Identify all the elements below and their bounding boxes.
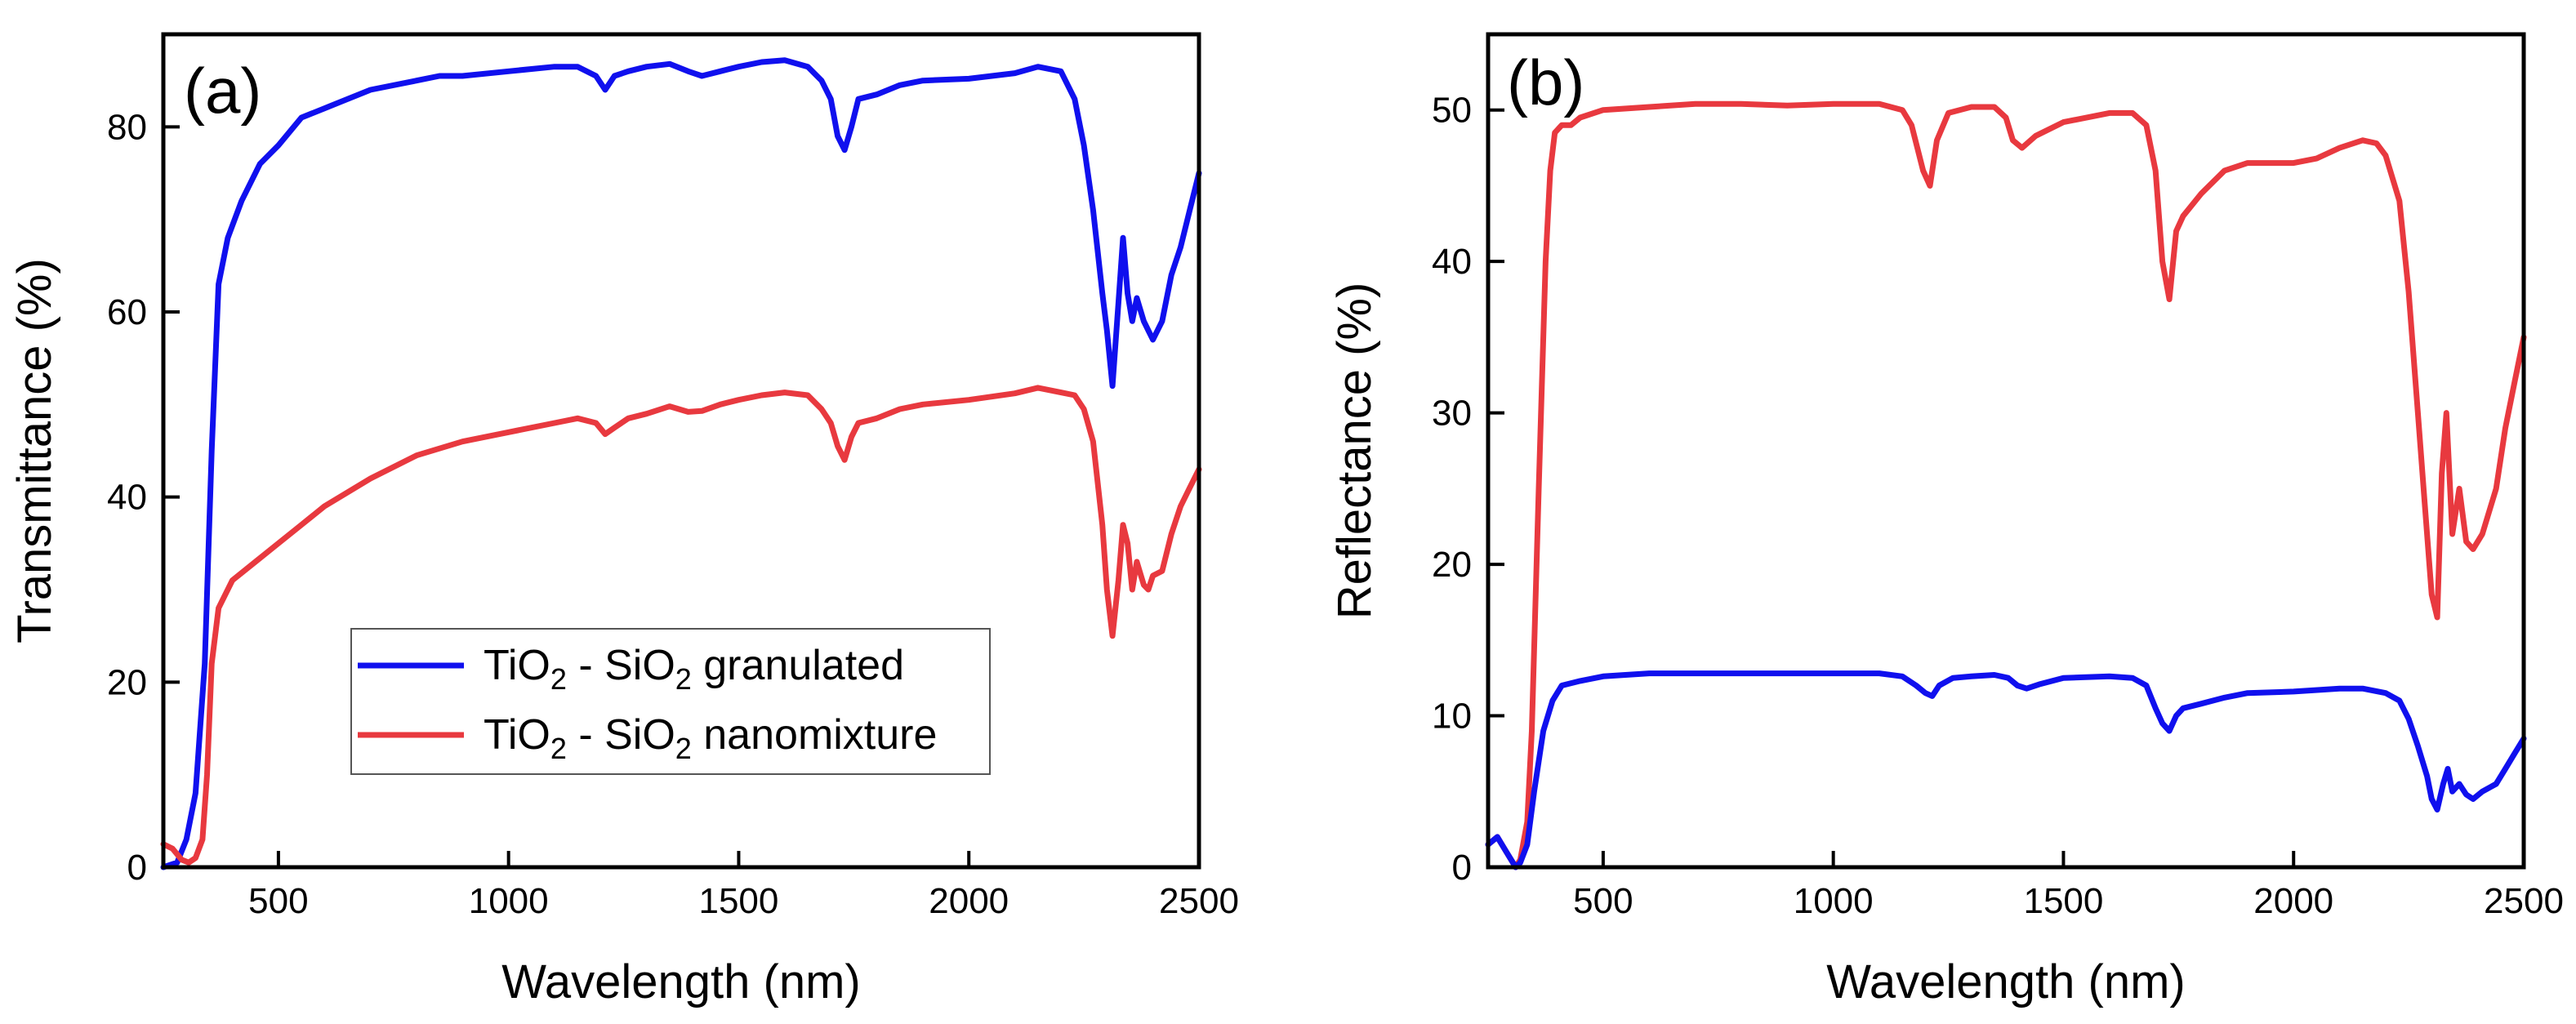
panel-a-series-line-1	[160, 385, 1202, 866]
panel-a-x-tick-label: 500	[248, 881, 308, 921]
panel-b-y-tick-label: 20	[1432, 545, 1472, 585]
panel-a-x-tick-label: 1000	[469, 881, 549, 921]
panel-b-x-tick-label: 1500	[2023, 881, 2103, 921]
panel-b-x-axis-title: Wavelength (nm)	[1826, 955, 2185, 1008]
panel-b-x-tick-label: 500	[1573, 881, 1633, 921]
panel-a-y-tick-label: 60	[107, 292, 147, 332]
panel-a-y-tick-label: 0	[127, 848, 147, 888]
panel-b-x-tick-label: 2500	[2484, 881, 2564, 921]
legend: TiO2 - SiO2 granulated TiO2 - SiO2 nanom…	[350, 628, 991, 775]
panel-b-y-tick-label: 30	[1432, 394, 1472, 434]
panel-b-y-tick-label: 40	[1432, 242, 1472, 282]
panel-a-x-tick-label: 2500	[1159, 881, 1239, 921]
panel-b-y-tick-label: 10	[1432, 697, 1472, 737]
panel-a-ticks: 500 1000 1500 2000 2500 0 20 40 60 80	[107, 107, 1239, 921]
panel-b-ticks: 500 1000 1500 2000 2500 0 10 20 30 40 50	[1432, 91, 2564, 921]
panel-b-plot-frame	[1486, 32, 2526, 870]
panel-a-x-tick-label: 2000	[929, 881, 1009, 921]
panel-b-series-lines	[1485, 100, 2527, 870]
legend-box	[350, 628, 991, 775]
panel-b-reflectance: 500 1000 1500 2000 2500 0 10 20 30 40 50 (b) Wavel…	[1328, 32, 2564, 1008]
panel-a-label: (a)	[184, 55, 261, 127]
panel-a-y-tick-label: 20	[107, 662, 147, 702]
panel-b-label: (b)	[1507, 47, 1584, 118]
panel-a-plot-frame	[161, 32, 1201, 870]
panel-a-y-axis-title: Transmittance (%)	[8, 258, 61, 643]
panel-b-y-tick-label: 0	[1452, 848, 1472, 888]
panel-b-y-axis-title: Reflectance (%)	[1328, 283, 1381, 620]
legend-label-granulated: TiO2 - SiO2 granulated	[484, 642, 904, 696]
legend-label-nanomixture: TiO2 - SiO2 nanomixture	[484, 711, 937, 765]
panel-a-series-lines	[160, 57, 1202, 870]
panel-a-y-tick-label: 80	[107, 107, 147, 147]
panel-a-x-tick-label: 1500	[698, 881, 778, 921]
panel-a-transmittance: 500 1000 1500 2000 2500 0 20 40 60 80 (a) Wavelen…	[8, 32, 1239, 1008]
panel-a-y-tick-label: 40	[107, 478, 147, 518]
panel-b-x-tick-label: 2000	[2253, 881, 2333, 921]
panel-a-x-axis-title: Wavelength (nm)	[501, 955, 860, 1008]
panel-b-y-tick-label: 50	[1432, 91, 1472, 131]
panel-b-series-line-1	[1485, 670, 2527, 870]
panel-a-series-line-0	[160, 57, 1202, 870]
panel-b-series-line-0	[1485, 100, 2527, 870]
panel-b-x-tick-label: 1000	[1794, 881, 1874, 921]
